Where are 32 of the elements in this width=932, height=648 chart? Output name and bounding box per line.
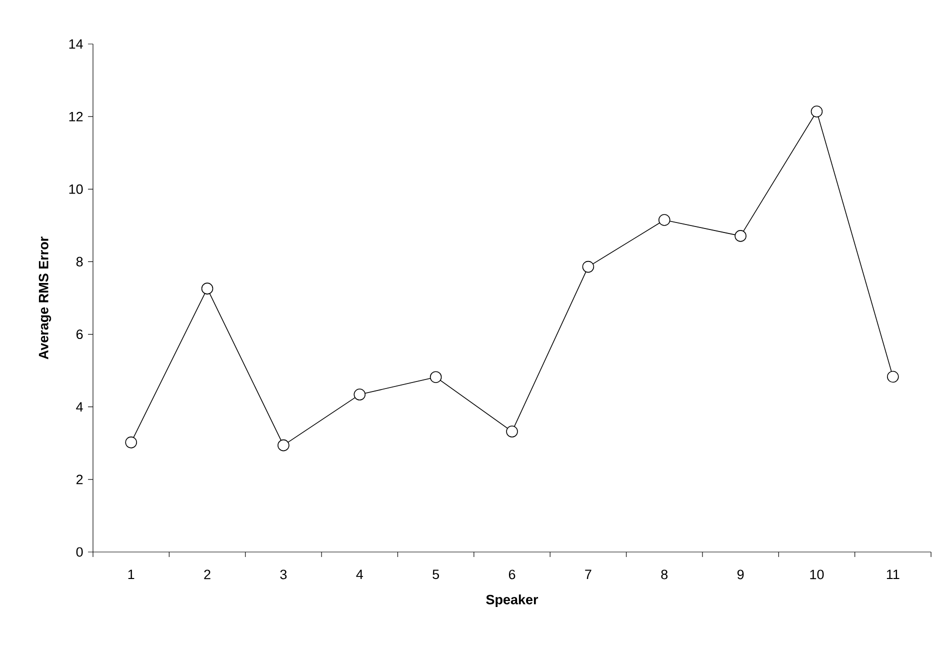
point	[125, 436, 137, 448]
y-tick-label: 14	[69, 39, 83, 49]
point	[810, 106, 823, 118]
x-tick-label: 1	[128, 570, 134, 579]
x-tick-label: 11	[886, 570, 900, 579]
y-tick-label: 10	[69, 184, 83, 194]
point	[734, 230, 746, 242]
point	[354, 388, 366, 400]
x-tick-label: 8	[661, 570, 668, 580]
point	[887, 370, 899, 383]
y-axis-title: Average RMS Error	[38, 236, 52, 360]
point	[430, 371, 442, 383]
x-tick-label: 7	[585, 570, 592, 579]
y-tick-label: 2	[76, 474, 83, 484]
y-tick-label: 4	[76, 402, 83, 412]
x-tick-label: 10	[810, 570, 824, 580]
point	[506, 426, 518, 438]
point	[201, 282, 214, 294]
x-tick-label: 5	[432, 570, 440, 580]
x-tick-label: 9	[737, 570, 744, 580]
x-tick-label: 6	[508, 570, 516, 580]
x-tick-label: 3	[280, 570, 287, 580]
y-tick-label: 8	[76, 256, 83, 266]
point	[582, 260, 594, 273]
point	[658, 214, 670, 226]
y-tick-label: 12	[69, 112, 83, 122]
y-tick-label: 0	[76, 547, 83, 557]
point	[278, 439, 290, 452]
y-tick-label: 6	[76, 330, 83, 340]
x-axis-title: Speaker	[486, 594, 538, 608]
x-tick-label: 4	[356, 570, 363, 579]
x-tick-label: 2	[204, 570, 210, 580]
